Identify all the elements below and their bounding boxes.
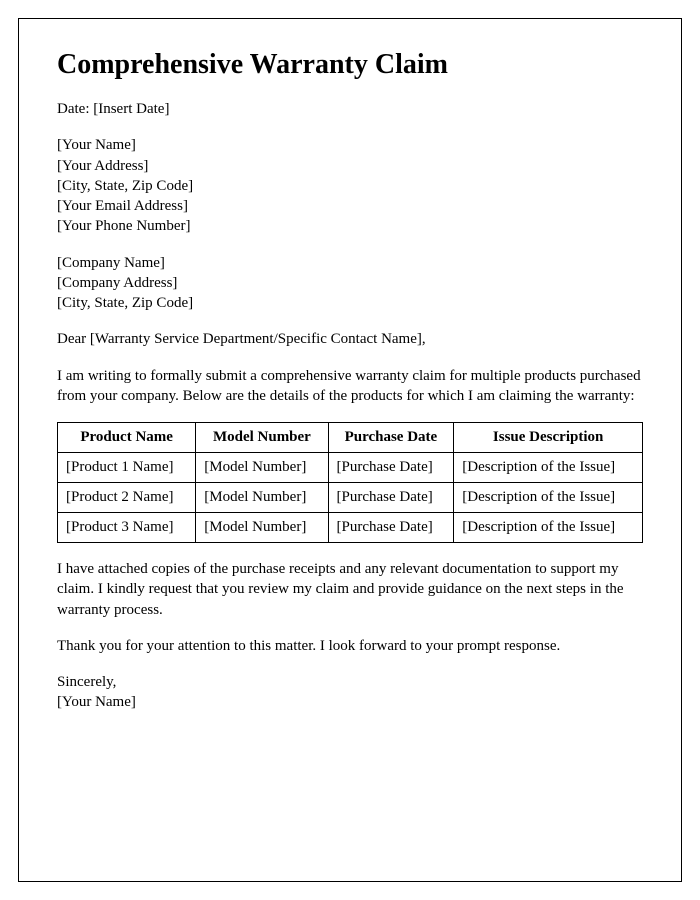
page-title: Comprehensive Warranty Claim [57, 49, 643, 81]
sender-city-state-zip: [City, State, Zip Code] [57, 176, 643, 196]
table-row: [Product 1 Name] [Model Number] [Purchas… [58, 453, 643, 483]
body-paragraph-2: I have attached copies of the purchase r… [57, 559, 643, 620]
document-page: Comprehensive Warranty Claim Date: [Inse… [18, 18, 682, 882]
table-row: [Product 2 Name] [Model Number] [Purchas… [58, 483, 643, 513]
cell-purchase-date: [Purchase Date] [328, 483, 454, 513]
cell-model-number: [Model Number] [196, 483, 328, 513]
col-purchase-date: Purchase Date [328, 423, 454, 453]
intro-paragraph: I am writing to formally submit a compre… [57, 366, 643, 407]
recipient-city-state-zip: [City, State, Zip Code] [57, 293, 643, 313]
recipient-address: [Company Address] [57, 273, 643, 293]
date-block: Date: [Insert Date] [57, 99, 643, 119]
col-issue-description: Issue Description [454, 423, 643, 453]
sender-block: [Your Name] [Your Address] [City, State,… [57, 135, 643, 236]
sender-address: [Your Address] [57, 156, 643, 176]
sender-phone: [Your Phone Number] [57, 216, 643, 236]
closing-block: Sincerely, [Your Name] [57, 672, 643, 713]
date-line: Date: [Insert Date] [57, 99, 643, 119]
table-row: [Product 3 Name] [Model Number] [Purchas… [58, 513, 643, 543]
signature-name: [Your Name] [57, 692, 643, 712]
closing: Sincerely, [57, 672, 643, 692]
cell-purchase-date: [Purchase Date] [328, 513, 454, 543]
cell-issue-description: [Description of the Issue] [454, 483, 643, 513]
cell-product-name: [Product 3 Name] [58, 513, 196, 543]
cell-product-name: [Product 2 Name] [58, 483, 196, 513]
cell-purchase-date: [Purchase Date] [328, 453, 454, 483]
salutation: Dear [Warranty Service Department/Specif… [57, 329, 643, 349]
recipient-block: [Company Name] [Company Address] [City, … [57, 253, 643, 314]
table-header-row: Product Name Model Number Purchase Date … [58, 423, 643, 453]
products-table: Product Name Model Number Purchase Date … [57, 422, 643, 543]
body-paragraph-3: Thank you for your attention to this mat… [57, 636, 643, 656]
sender-name: [Your Name] [57, 135, 643, 155]
cell-model-number: [Model Number] [196, 513, 328, 543]
sender-email: [Your Email Address] [57, 196, 643, 216]
cell-product-name: [Product 1 Name] [58, 453, 196, 483]
cell-model-number: [Model Number] [196, 453, 328, 483]
recipient-company: [Company Name] [57, 253, 643, 273]
col-product-name: Product Name [58, 423, 196, 453]
cell-issue-description: [Description of the Issue] [454, 513, 643, 543]
col-model-number: Model Number [196, 423, 328, 453]
cell-issue-description: [Description of the Issue] [454, 453, 643, 483]
